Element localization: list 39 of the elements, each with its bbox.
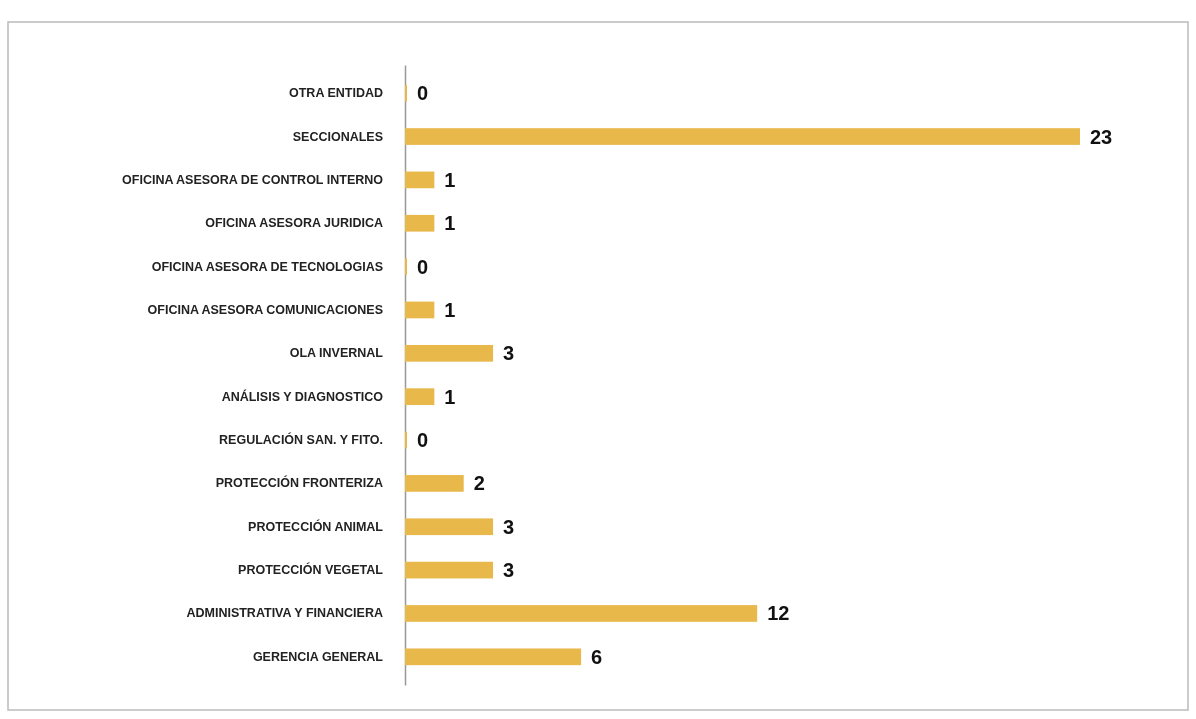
bar xyxy=(405,561,494,579)
bar xyxy=(405,518,494,536)
data-label: 0 xyxy=(417,255,429,278)
y-tick-label: ADMINISTRATIVA Y FINANCIERA xyxy=(186,606,383,621)
y-tick-label: ANÁLISIS Y DIAGNOSTICO xyxy=(221,388,384,404)
y-tick-label: OFICINA ASESORA DE TECNOLOGIAS xyxy=(151,259,383,274)
y-tick-label: OTRA ENTIDAD xyxy=(289,86,383,101)
bar xyxy=(405,171,435,189)
data-label: 0 xyxy=(417,82,429,105)
y-tick-label: OLA INVERNAL xyxy=(289,346,384,361)
bar xyxy=(405,648,582,666)
data-label: 1 xyxy=(444,212,456,235)
data-label: 12 xyxy=(767,602,790,625)
data-label: 1 xyxy=(444,298,456,321)
data-label: 3 xyxy=(503,515,515,538)
y-tick-label: SECCIONALES xyxy=(292,129,383,144)
y-tick-label: PROTECCIÓN ANIMAL xyxy=(248,518,384,534)
bar xyxy=(405,388,435,406)
y-tick-label: OFICINA ASESORA JURIDICA xyxy=(205,216,383,231)
bar xyxy=(405,214,435,232)
data-label: 1 xyxy=(444,385,456,408)
data-label: 1 xyxy=(444,168,456,191)
data-label: 3 xyxy=(503,559,515,582)
y-tick-label: OFICINA ASESORA COMUNICACIONES xyxy=(147,302,383,317)
y-tick-label: PROTECCIÓN FRONTERIZA xyxy=(215,475,383,491)
bar xyxy=(405,344,494,362)
data-label: 23 xyxy=(1090,125,1113,148)
data-label: 0 xyxy=(417,429,429,452)
bar xyxy=(405,605,758,622)
bar xyxy=(405,128,1080,145)
data-label: 6 xyxy=(591,645,603,668)
data-label: 3 xyxy=(503,342,515,365)
y-tick-label: OFICINA ASESORA DE CONTROL INTERNO xyxy=(122,172,384,187)
y-tick-label: GERENCIA GENERAL xyxy=(252,649,384,664)
bar xyxy=(405,475,464,492)
bar xyxy=(405,301,435,319)
y-tick-label: REGULACIÓN SAN. Y FITO. xyxy=(219,432,383,448)
y-tick-label: PROTECCIÓN VEGETAL xyxy=(238,562,384,578)
data-label: 2 xyxy=(473,472,485,495)
